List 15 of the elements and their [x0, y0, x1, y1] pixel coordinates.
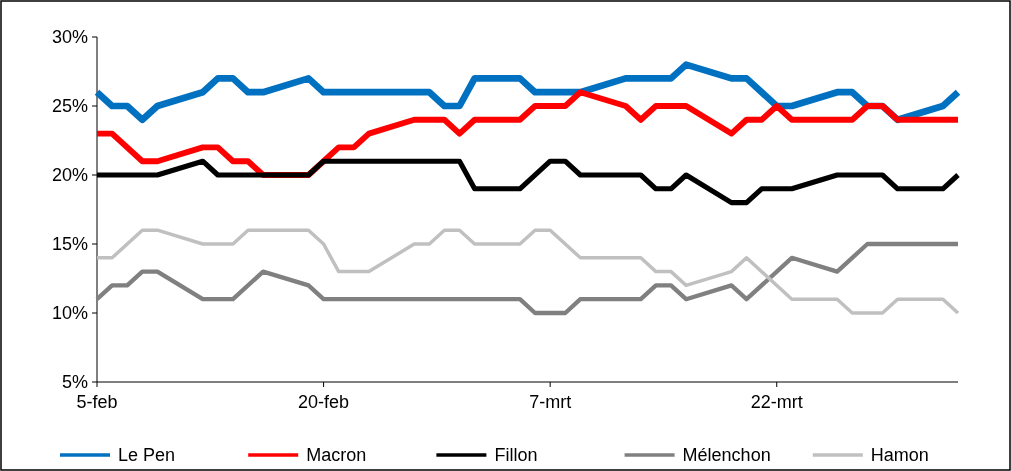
x-tick-label: 20-feb: [298, 392, 350, 412]
legend-label: Hamon: [870, 445, 929, 466]
x-tick-label: 22-mrt: [750, 392, 803, 412]
legend-label: Mélenchon: [682, 445, 771, 466]
legend-label: Macron: [306, 445, 367, 466]
x-tick-label: 7-mrt: [529, 392, 572, 412]
y-tick-label: 10%: [51, 303, 88, 324]
legend-label: Le Pen: [118, 445, 176, 466]
x-tick-label: 5-feb: [76, 392, 118, 412]
y-tick-label: 25%: [51, 96, 88, 117]
y-tick-label: 15%: [51, 234, 88, 255]
y-tick-label: 5%: [61, 372, 88, 393]
y-tick-label: 30%: [51, 27, 88, 48]
legend-label: Fillon: [494, 445, 538, 466]
y-tick-label: 20%: [51, 165, 88, 186]
